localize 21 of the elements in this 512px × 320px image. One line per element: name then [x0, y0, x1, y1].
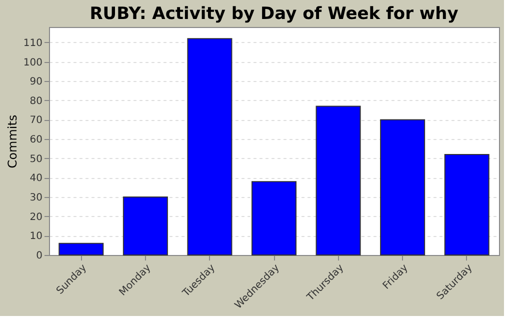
y-tick-label: 70 — [30, 115, 42, 126]
y-tick-label: 110 — [23, 38, 42, 49]
bar — [316, 106, 361, 256]
y-tick-label: 10 — [30, 231, 42, 242]
y-tick-label: 100 — [23, 57, 42, 68]
bar — [380, 119, 426, 256]
bar — [252, 181, 296, 256]
y-tick-label: 40 — [30, 173, 42, 184]
y-tick-label: 30 — [30, 192, 42, 204]
y-tick-label: 0 — [36, 250, 42, 262]
y-tick-label: 50 — [30, 154, 42, 165]
bar — [58, 242, 104, 256]
bar — [122, 196, 168, 256]
y-tick-label: 90 — [30, 76, 42, 88]
y-tick-label: 20 — [30, 212, 42, 223]
y-tick-label: 60 — [30, 134, 42, 146]
y-axis-title: Commits — [5, 114, 20, 168]
bar — [187, 38, 232, 256]
chart-title: RUBY: Activity by Day of Week for why — [90, 4, 458, 24]
bar — [444, 154, 490, 256]
y-tick-label: 80 — [30, 96, 42, 107]
